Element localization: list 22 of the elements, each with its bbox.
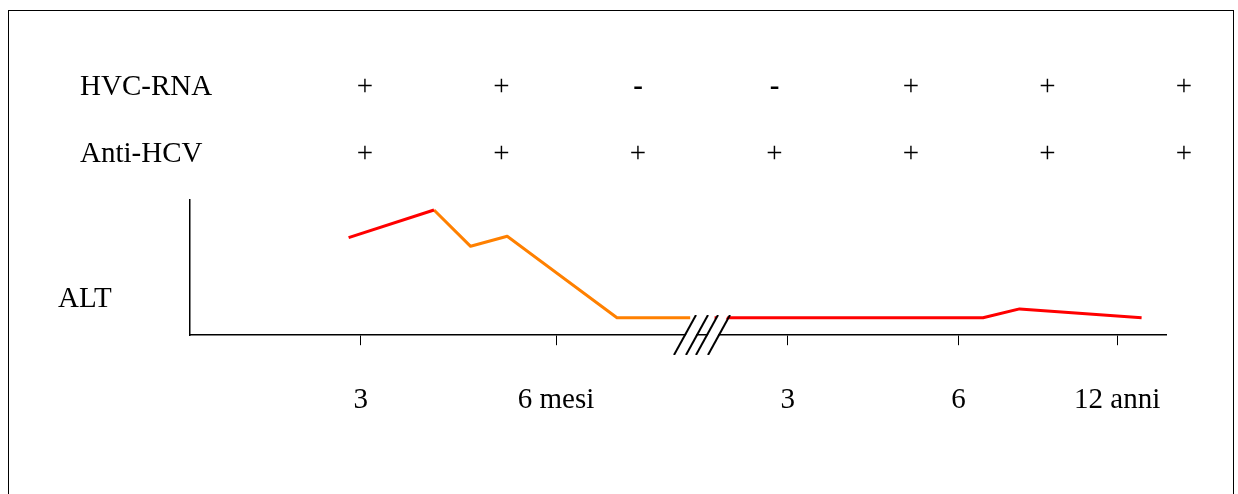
text: Anti-HCV <box>80 135 203 169</box>
x-tick-label: 3 <box>780 382 796 415</box>
text: + <box>629 135 647 169</box>
y-axis-title: ALT <box>58 280 112 314</box>
text: + <box>493 68 510 102</box>
text: - <box>633 68 643 102</box>
x-tick-label: 3 <box>353 382 369 415</box>
x-tick-label: 12 anni <box>1074 382 1161 415</box>
text: + <box>493 135 510 169</box>
text: + <box>1039 135 1056 169</box>
text: HVC-RNA <box>80 68 213 102</box>
text: + <box>1039 68 1056 102</box>
text: + <box>1175 68 1193 102</box>
text: - <box>769 68 780 102</box>
text: + <box>766 135 783 169</box>
text: + <box>902 68 920 102</box>
text: + <box>356 135 374 169</box>
text: + <box>902 135 920 169</box>
x-tick-label: 6 mesi <box>517 382 595 415</box>
x-tick-label: 6 <box>951 382 966 415</box>
text: + <box>1175 135 1193 169</box>
text: + <box>356 68 374 102</box>
